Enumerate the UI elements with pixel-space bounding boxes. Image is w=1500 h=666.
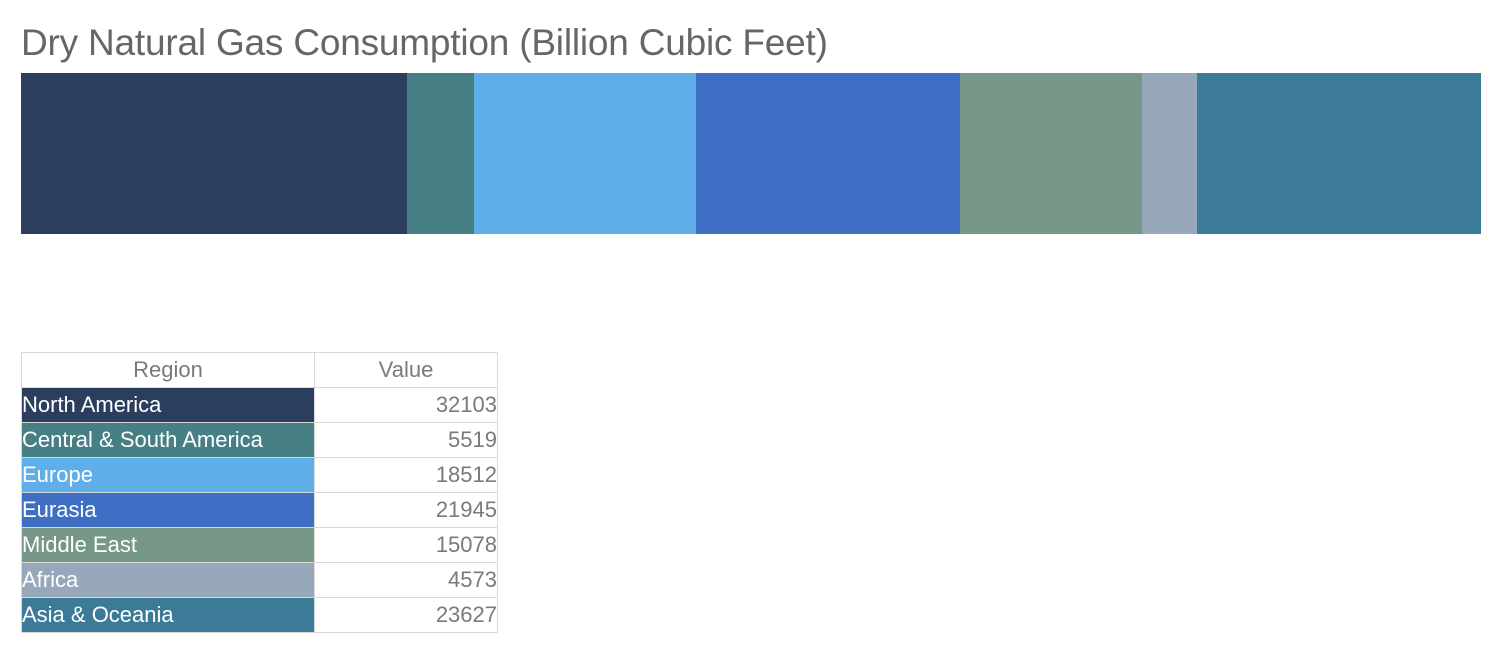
bar-segment — [473, 73, 697, 234]
table-row: Middle East 15078 — [21, 527, 498, 563]
value-cell: 15078 — [314, 527, 498, 563]
value-cell: 4573 — [314, 562, 498, 598]
region-cell: Europe — [21, 457, 315, 493]
table-row: Africa 4573 — [21, 562, 498, 598]
table-row: Europe 18512 — [21, 457, 498, 493]
region-cell: Eurasia — [21, 492, 315, 528]
value-cell: 21945 — [314, 492, 498, 528]
bar-segment — [21, 73, 408, 234]
value-cell: 5519 — [314, 422, 498, 458]
bar-segment — [960, 73, 1142, 234]
value-cell: 18512 — [314, 457, 498, 493]
table-header-row: Region Value — [21, 352, 498, 388]
chart-title: Dry Natural Gas Consumption (Billion Cub… — [21, 22, 828, 63]
region-cell: Central & South America — [21, 422, 315, 458]
value-cell: 32103 — [314, 387, 498, 423]
bar-segment — [696, 73, 961, 234]
data-table: Region Value North America 32103 Central &… — [21, 352, 498, 633]
region-cell: North America — [21, 387, 315, 423]
table-row: Central & South America 5519 — [21, 422, 498, 458]
bar-segment — [1196, 73, 1481, 234]
header-region: Region — [21, 352, 315, 388]
bar-segment — [407, 73, 474, 234]
table-row: Asia & Oceania 23627 — [21, 597, 498, 633]
bar-segment — [1141, 73, 1197, 234]
value-cell: 23627 — [314, 597, 498, 633]
region-cell: Middle East — [21, 527, 315, 563]
region-cell: Asia & Oceania — [21, 597, 315, 633]
table-row: North America 32103 — [21, 387, 498, 423]
stacked-bar — [21, 73, 1481, 234]
table-row: Eurasia 21945 — [21, 492, 498, 528]
header-value: Value — [314, 352, 498, 388]
region-cell: Africa — [21, 562, 315, 598]
